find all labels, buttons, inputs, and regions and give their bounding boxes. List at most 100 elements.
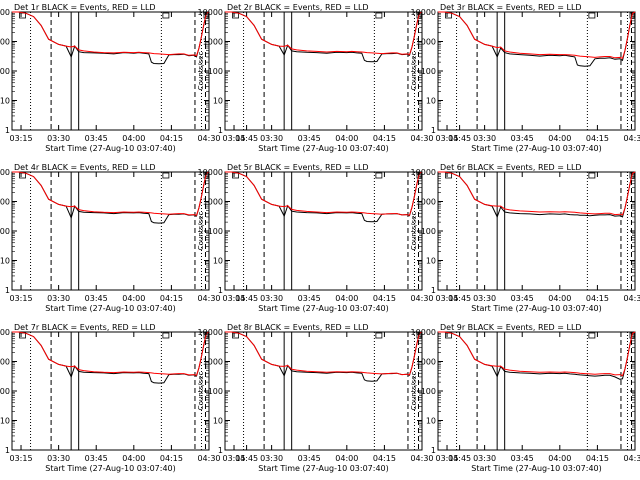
interval-box: [629, 172, 635, 179]
x-tick-label: 04:30: [197, 294, 220, 303]
y-axis-label: Counts/sec: [197, 212, 205, 251]
x-tick-label: 04:15: [373, 454, 396, 463]
x-tick-label: 04:30: [623, 134, 640, 143]
x-tick-label: 03:45: [85, 294, 108, 303]
x-tick-label: 04:30: [623, 454, 640, 463]
y-tick-label: 100: [421, 67, 436, 76]
interval-box: [19, 172, 26, 179]
x-axis-label: Start Time (27-Aug-10 03:07:40): [258, 144, 389, 153]
y-tick-label: 1: [431, 126, 436, 135]
x-tick-label: 03:30: [473, 134, 496, 143]
lld-series-line: [12, 171, 210, 216]
y-axis-label: Counts/sec: [410, 52, 418, 91]
y-tick-label: 1000: [203, 358, 223, 367]
x-tick-label: 03:15: [435, 454, 458, 463]
y-tick-label: 1: [218, 286, 223, 295]
plot-frame: [437, 171, 636, 291]
interval-box: [232, 332, 239, 339]
events-series-line: [225, 11, 423, 63]
events-series-line: [225, 331, 423, 382]
x-tick-label: 03:30: [260, 294, 283, 303]
interval-box: [588, 172, 596, 179]
detector-panel-3: Det 3r BLACK = Events, RED = LLD 1 10 100 10…: [410, 3, 640, 153]
detector-panel-6: Det 6r BLACK = Events, RED = LLD 1 10 100 10…: [410, 163, 640, 313]
interval-box: [445, 172, 452, 179]
y-tick-label: 1000: [203, 38, 223, 47]
events-series-line: [12, 331, 210, 384]
lld-series-line: [438, 171, 636, 216]
x-tick-label: 03:30: [47, 294, 70, 303]
y-tick-label: 1: [431, 446, 436, 455]
lld-series-line: [225, 11, 423, 56]
x-tick-label: 03:15: [435, 294, 458, 303]
y-axis-label: Counts/sec: [410, 372, 418, 411]
plot-frame: [437, 331, 636, 451]
x-tick-label: 04:45: [448, 454, 471, 463]
interval-box: [162, 332, 170, 339]
x-tick-label: 04:00: [548, 134, 571, 143]
x-tick-label: 04:30: [410, 294, 433, 303]
x-tick-label: 04:45: [235, 134, 258, 143]
x-tick-label: 03:30: [473, 294, 496, 303]
x-tick-label: 03:15: [222, 454, 245, 463]
y-tick-label: 10: [213, 417, 223, 426]
detector-panel-8: Det 8r BLACK = Events, RED = LLD11010010…: [197, 323, 471, 473]
interval-box: [232, 172, 239, 179]
x-tick-label: 03:45: [85, 454, 108, 463]
interval-box: [629, 12, 635, 19]
y-tick-label: 10: [426, 97, 436, 106]
panel-title: Det 2r BLACK = Events, RED = LLD: [227, 3, 369, 12]
x-tick-label: 04:30: [410, 454, 433, 463]
y-tick-label: 1000: [0, 358, 10, 367]
plot-frame: [437, 11, 636, 131]
events-series-line: [438, 171, 636, 219]
lld-series-line: [438, 331, 636, 377]
interval-box: [203, 332, 209, 339]
y-tick-label: 1: [5, 446, 10, 455]
x-tick-label: 03:30: [260, 454, 283, 463]
y-tick-label: 10000: [0, 328, 10, 337]
x-tick-label: 04:00: [122, 294, 145, 303]
plot-frame: [11, 171, 210, 291]
lld-series-line: [12, 11, 210, 57]
lld-series-line: [438, 11, 636, 59]
panel-title: Det 3r BLACK = Events, RED = LLD: [440, 3, 582, 12]
y-tick-label: 10: [426, 417, 436, 426]
interval-box: [375, 12, 383, 19]
panel-title: Det 1r BLACK = Events, RED = LLD: [14, 3, 156, 12]
detector-panel-9: Det 9r BLACK = Events, RED = LLD 1 10 100 10…: [410, 323, 640, 473]
lld-series-line: [12, 331, 210, 376]
y-tick-label: 10: [0, 97, 10, 106]
interval-box: [162, 12, 170, 19]
y-tick-label: 10000: [411, 8, 436, 17]
x-tick-label: 04:15: [373, 134, 396, 143]
y-tick-label: 1000: [416, 198, 436, 207]
y-axis-label: Counts/sec: [197, 52, 205, 91]
y-tick-label: 1: [431, 286, 436, 295]
y-tick-label: 10000: [0, 8, 10, 17]
lld-series-line: [225, 171, 423, 216]
x-tick-label: 03:15: [9, 134, 32, 143]
detector-panel-2: Det 2r BLACK = Events, RED = LLD11010010…: [197, 3, 471, 153]
panel-title: Det 4r BLACK = Events, RED = LLD: [14, 163, 156, 172]
y-tick-label: 10: [426, 257, 436, 266]
y-tick-label: 10000: [198, 328, 223, 337]
y-tick-label: 10: [0, 257, 10, 266]
x-tick-label: 04:15: [586, 134, 609, 143]
detector-panel-7: Det 7r BLACK = Events, RED = LLD11010010…: [0, 323, 258, 473]
y-tick-label: 1: [5, 126, 10, 135]
panel-title: Det 9r BLACK = Events, RED = LLD: [440, 323, 582, 332]
y-tick-label: 10000: [0, 168, 10, 177]
y-tick-label: 1000: [416, 358, 436, 367]
y-tick-label: 1: [218, 126, 223, 135]
y-tick-label: 100: [0, 387, 10, 396]
x-tick-label: 03:30: [47, 134, 70, 143]
x-axis-label: Start Time (27-Aug-10 03:07:40): [45, 144, 176, 153]
interval-box: [203, 12, 209, 19]
x-tick-label: 04:00: [335, 454, 358, 463]
y-tick-label: 10000: [198, 8, 223, 17]
x-tick-label: 03:45: [298, 454, 321, 463]
x-tick-label: 04:45: [235, 454, 258, 463]
x-tick-label: 04:30: [197, 134, 220, 143]
